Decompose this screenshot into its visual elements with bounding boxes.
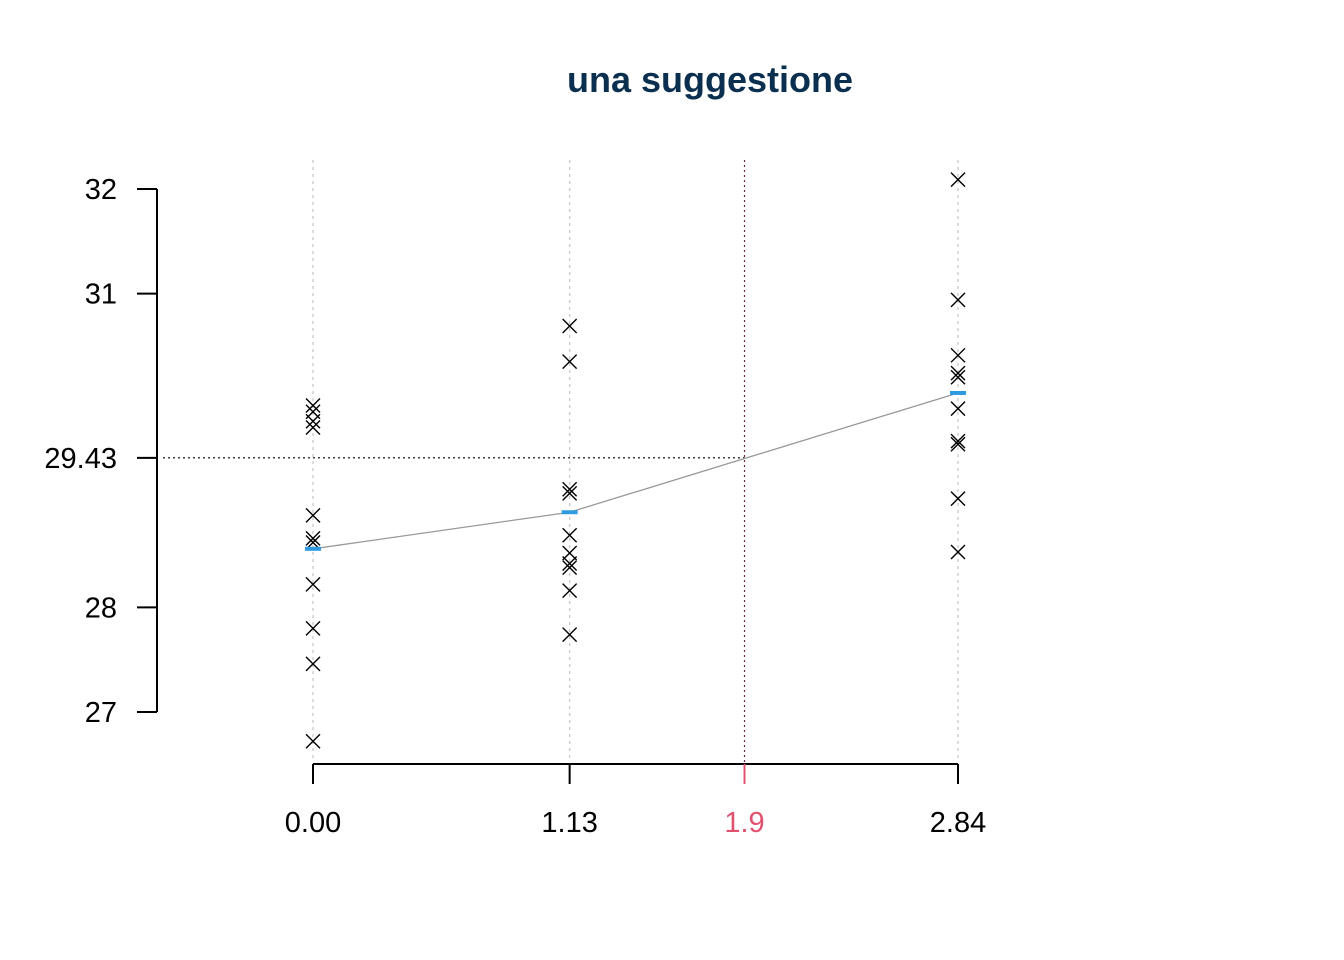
data-point-stroke — [950, 365, 966, 381]
data-point-stroke — [305, 620, 321, 636]
x-highlight-label: 1.9 — [724, 807, 764, 839]
y-tick-label: 27 — [85, 697, 117, 729]
data-point — [950, 369, 966, 385]
data-point-stroke — [950, 172, 966, 188]
x-tick-label: 2.84 — [930, 807, 986, 839]
data-point — [562, 354, 578, 370]
data-point — [305, 413, 321, 429]
data-point — [305, 656, 321, 672]
data-point — [562, 583, 578, 599]
y-tick-label: 28 — [85, 592, 117, 624]
data-point-stroke — [950, 347, 966, 363]
data-point — [305, 530, 321, 546]
data-point — [305, 419, 321, 435]
data-point-stroke — [562, 627, 578, 643]
data-point-stroke — [950, 401, 966, 417]
data-point — [950, 436, 966, 452]
data-point — [305, 620, 321, 636]
y-tick-label: 31 — [85, 279, 117, 311]
data-point-stroke — [562, 485, 578, 501]
data-point-stroke — [562, 318, 578, 334]
x-tick-label: 0.00 — [285, 807, 341, 839]
y-tick-label: 32 — [85, 174, 117, 206]
reference-lines — [163, 160, 746, 762]
data-point-stroke — [305, 733, 321, 749]
data-point-stroke — [305, 398, 321, 414]
data-point — [562, 527, 578, 543]
data-point — [562, 555, 578, 571]
axes: 27 28 31 32 29.43 0.00 1.13 2.84 1.9 — [44, 174, 986, 839]
data-point-stroke — [562, 354, 578, 370]
data-point-stroke — [305, 576, 321, 592]
means — [305, 390, 966, 551]
data-point — [562, 481, 578, 497]
data-point — [562, 560, 578, 576]
data-point — [305, 507, 321, 523]
data-point — [562, 485, 578, 501]
trend — [312, 392, 959, 550]
data-point-stroke — [305, 419, 321, 435]
data-point — [950, 544, 966, 560]
data-point — [950, 491, 966, 507]
data-point-stroke — [305, 530, 321, 546]
data-point-stroke — [305, 413, 321, 429]
data-point-stroke — [950, 433, 966, 449]
data-point — [950, 292, 966, 308]
data-point-stroke — [562, 481, 578, 497]
data-point-stroke — [950, 544, 966, 560]
data-point — [562, 545, 578, 561]
data-point — [950, 347, 966, 363]
data-point-stroke — [950, 292, 966, 308]
data-point-stroke — [305, 507, 321, 523]
x-tick-label: 1.13 — [541, 807, 597, 839]
points — [305, 172, 966, 749]
data-point — [950, 433, 966, 449]
data-point-stroke — [562, 555, 578, 571]
data-point — [562, 318, 578, 334]
data-point — [950, 365, 966, 381]
data-point — [305, 576, 321, 592]
y-highlight-label: 29.43 — [44, 443, 117, 475]
data-point — [950, 172, 966, 188]
gridlines — [312, 160, 959, 762]
mean-trend-line — [312, 392, 959, 550]
data-point — [305, 398, 321, 414]
data-point — [562, 627, 578, 643]
data-point-stroke — [562, 583, 578, 599]
data-point — [950, 401, 966, 417]
data-point-stroke — [562, 560, 578, 576]
data-point-stroke — [950, 491, 966, 507]
data-point-stroke — [562, 527, 578, 543]
data-point-stroke — [562, 545, 578, 561]
data-point-stroke — [305, 656, 321, 672]
data-point — [305, 733, 321, 749]
data-point-stroke — [950, 369, 966, 385]
data-point-stroke — [950, 436, 966, 452]
chart-title: una suggestione — [567, 59, 853, 100]
